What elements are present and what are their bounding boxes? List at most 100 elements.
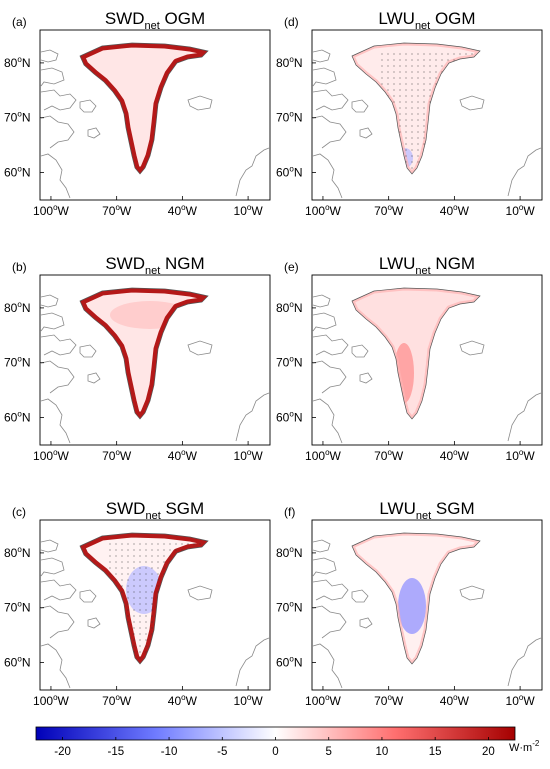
coastline: [79, 99, 97, 113]
coastline: [312, 89, 349, 111]
colorbar: -20 -15 -10 -5 0 5 10 15 20 W·m-2: [35, 726, 540, 758]
coastline: [40, 579, 77, 601]
coastline: [312, 115, 347, 149]
map-frame: [39, 519, 271, 691]
panel-label: (d): [284, 15, 299, 29]
coastline: [235, 637, 270, 687]
coastline: [87, 372, 101, 384]
map-frame: [311, 29, 543, 201]
coastline: [459, 95, 485, 111]
coastline: [312, 579, 349, 601]
greenland-outline: [79, 287, 209, 420]
colorbar-tick-label: 15: [429, 746, 442, 758]
colorbar-tick-label: -5: [217, 746, 227, 758]
panel-title: LWUnet SGM: [379, 499, 474, 522]
greenland-outline: [79, 532, 209, 665]
coastline: [312, 398, 343, 444]
colorbar-unit: W·m-2: [509, 739, 540, 754]
panel-label: (e): [284, 260, 299, 274]
coastline: [507, 637, 542, 687]
coastline: [312, 67, 337, 87]
lon-tick-label: 70oW: [374, 448, 404, 463]
coastline: [40, 539, 59, 553]
coastline: [87, 127, 101, 139]
map-panel-e: (e) LWUnet NGM 80oN 70oN 60oN 100oW 70oW 40oW 10…: [276, 254, 543, 463]
coastline: [312, 539, 331, 553]
panel-title: LWUnet OGM: [378, 9, 475, 32]
lon-tick-label: 70oW: [102, 448, 132, 463]
greenland-outline: [351, 42, 481, 175]
lat-tick-label: 70oN: [276, 355, 302, 370]
panel-title: LWUnet NGM: [379, 254, 475, 277]
lon-tick-label: 40oW: [168, 203, 198, 218]
coastline: [359, 127, 373, 139]
colorbar-tick-label: 0: [272, 746, 278, 758]
coastline: [40, 334, 77, 356]
coastline: [312, 605, 347, 639]
greenland-outline: [351, 532, 481, 665]
coastline: [351, 344, 369, 358]
lat-tick-label: 60oN: [276, 165, 302, 180]
lat-tick-label: 80oN: [276, 55, 302, 70]
colorbar-tick-label: 5: [326, 746, 332, 758]
coastline: [459, 340, 485, 356]
coastline: [40, 643, 71, 689]
coastline: [40, 89, 77, 111]
map-frame: [311, 274, 543, 446]
map-panel-c: (c) SWDnet SGM 80oN 70oN 60oN 100oW 70oW 40oW 10…: [4, 499, 271, 708]
coastline: [459, 585, 485, 601]
colorbar-tick-label: -15: [108, 746, 125, 758]
lon-tick-label: 10oW: [506, 693, 536, 708]
lon-tick-label: 40oW: [440, 693, 470, 708]
lat-tick-label: 70oN: [276, 600, 302, 615]
lat-tick-label: 80oN: [4, 545, 30, 560]
lon-tick-label: 100oW: [305, 448, 341, 463]
lat-tick-label: 80oN: [276, 300, 302, 315]
lon-tick-label: 40oW: [440, 203, 470, 218]
coastline: [235, 147, 270, 197]
lon-tick-label: 70oW: [374, 693, 404, 708]
lon-tick-label: 40oW: [168, 448, 198, 463]
map-panel-b: (b) SWDnet NGM 80oN 70oN 60oN 100oW 70oW 40oW 10…: [4, 254, 271, 463]
lon-tick-label: 100oW: [33, 693, 69, 708]
coastline: [40, 312, 65, 332]
colorbar-tick-label: 20: [482, 746, 495, 758]
lat-tick-label: 60oN: [4, 165, 30, 180]
coastline: [235, 392, 270, 442]
coastline: [79, 589, 97, 603]
coastline: [40, 360, 75, 394]
coastline: [187, 95, 213, 111]
lat-tick-label: 60oN: [276, 410, 302, 425]
panel-title: SWDnet SGM: [106, 499, 204, 522]
coastline: [40, 67, 65, 87]
lon-tick-label: 100oW: [305, 693, 341, 708]
coastline: [312, 557, 337, 577]
coastline: [351, 99, 369, 113]
lon-tick-label: 10oW: [506, 448, 536, 463]
coastline: [312, 334, 349, 356]
colorbar-tick-label: -20: [54, 746, 71, 758]
map-panel-d: (d) LWUnet OGM 80oN 70oN 60oN 100oW 70oW 40oW 10…: [276, 9, 543, 218]
map-frame: [311, 519, 543, 691]
lon-tick-label: 10oW: [506, 203, 536, 218]
panel-label: (f): [284, 505, 295, 519]
lat-tick-label: 70oN: [4, 110, 30, 125]
greenland-outline: [351, 287, 481, 420]
lon-tick-label: 10oW: [234, 203, 264, 218]
coastline: [507, 392, 542, 442]
lon-tick-label: 100oW: [305, 203, 341, 218]
coastline: [40, 605, 75, 639]
lon-tick-label: 10oW: [234, 448, 264, 463]
panel-title: SWDnet NGM: [105, 254, 204, 277]
lat-tick-label: 80oN: [4, 55, 30, 70]
coastline: [312, 360, 347, 394]
lat-tick-label: 60oN: [4, 655, 30, 670]
lon-tick-label: 70oW: [374, 203, 404, 218]
panel-label: (c): [12, 505, 26, 519]
coastline: [187, 585, 213, 601]
coastline: [187, 340, 213, 356]
coastline: [312, 49, 331, 63]
lat-tick-label: 80oN: [276, 545, 302, 560]
coastline: [312, 153, 343, 199]
